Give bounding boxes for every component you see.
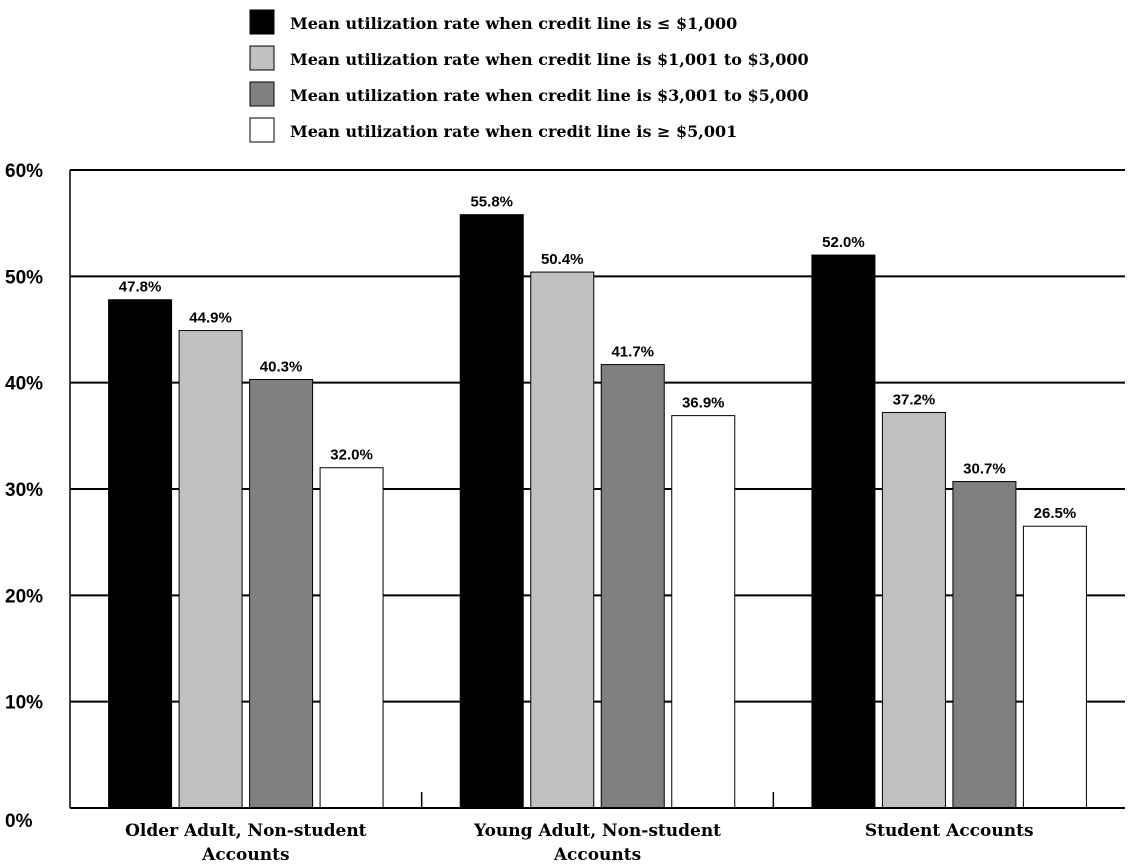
legend: Mean utilization rate when credit line i…	[249, 9, 809, 143]
y-tick-label: 40%	[5, 374, 43, 395]
bar	[459, 214, 524, 809]
x-axis-categories: Older Adult, Non-student Accounts Young Ad…	[125, 821, 1033, 865]
legend-swatch	[249, 81, 275, 107]
bars	[108, 214, 1087, 809]
bar-value-label: 26.5%	[1034, 505, 1077, 522]
bar	[952, 481, 1017, 809]
y-tick-label: 60%	[5, 161, 43, 182]
bar-value-label: 37.2%	[893, 391, 936, 408]
gridlines	[70, 169, 1125, 703]
legend-label: Mean utilization rate when credit line i…	[290, 50, 809, 69]
bar	[178, 330, 243, 809]
bar-value-label: 40.3%	[260, 358, 303, 375]
x-category-label: Older Adult, Non-student	[125, 821, 367, 841]
legend-label: Mean utilization rate when credit line i…	[290, 14, 737, 33]
bar-value-label: 47.8%	[119, 279, 162, 296]
bar-value-label: 36.9%	[682, 395, 725, 412]
legend-label: Mean utilization rate when credit line i…	[290, 122, 737, 141]
x-category-label: Student Accounts	[865, 821, 1034, 841]
bar	[108, 299, 173, 809]
x-category-label: Young Adult, Non-student	[473, 821, 721, 841]
bar	[249, 378, 314, 809]
bar	[671, 415, 736, 809]
y-tick-label: 0%	[5, 811, 33, 832]
bar	[319, 467, 384, 809]
bar-value-label: 50.4%	[541, 251, 584, 268]
bar-value-label: 41.7%	[611, 344, 654, 361]
bar-value-label: 44.9%	[189, 310, 232, 327]
legend-swatch	[249, 9, 275, 35]
axes	[69, 170, 1125, 809]
bar	[1022, 525, 1087, 809]
y-tick-label: 10%	[5, 693, 43, 714]
data-labels: 47.8% 44.9% 40.3% 32.0% 55.8% 50.4% 41.7% 36.9%…	[119, 194, 1076, 523]
bar-value-label: 32.0%	[330, 447, 373, 464]
y-tick-label: 20%	[5, 586, 43, 607]
bar-value-label: 52.0%	[822, 234, 865, 251]
bar	[600, 364, 665, 809]
y-tick-label: 30%	[5, 480, 43, 501]
legend-swatch	[249, 117, 275, 143]
x-category-label: Accounts	[201, 845, 289, 865]
bar-value-label: 55.8%	[470, 194, 513, 211]
legend-label: Mean utilization rate when credit line i…	[290, 86, 809, 105]
bar-value-label: 30.7%	[963, 461, 1006, 478]
bar	[811, 254, 876, 809]
y-axis-ticks: 0% 10% 20% 30% 40% 50% 60%	[5, 161, 43, 832]
bar	[530, 271, 595, 809]
bar	[881, 411, 946, 809]
y-tick-label: 50%	[5, 267, 43, 288]
legend-swatch	[249, 45, 275, 71]
x-category-label: Accounts	[553, 845, 641, 865]
